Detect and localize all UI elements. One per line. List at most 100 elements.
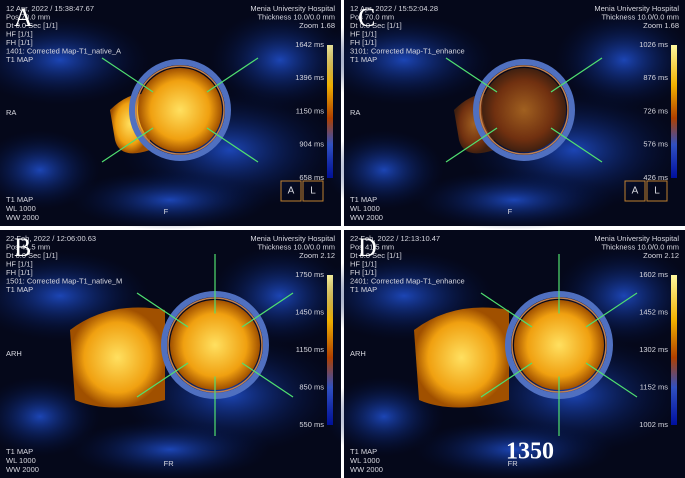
scale-label: 1152 ms <box>640 382 668 391</box>
info-text: T1 MAP <box>350 285 377 294</box>
segment-line <box>101 57 154 93</box>
window-text: WW 2000 <box>6 213 39 222</box>
tissue <box>324 376 444 457</box>
window-text: T1 MAP <box>350 195 377 204</box>
orientation: F <box>164 207 169 216</box>
scale-label: 576 ms <box>643 140 668 149</box>
scale-label: 1026 ms <box>639 40 668 49</box>
window-text: WL 1000 <box>6 456 36 465</box>
scale-label: 1452 ms <box>639 307 668 316</box>
scale-label: 904 ms <box>299 140 324 149</box>
info-text: HF [1/1] <box>6 259 33 268</box>
info-text: 22 Feb, 2022 / 12:13:10.47 <box>350 234 440 243</box>
info-text: Thickness 10.0/0.0 mm <box>257 12 335 21</box>
info-text: Thickness 10.0/0.0 mm <box>601 12 679 21</box>
info-text: Menia University Hospital <box>594 234 679 243</box>
info-text: Dt 0.0 Sec [1/1] <box>350 21 402 30</box>
info-text: Zoom 1.68 <box>299 21 335 30</box>
info-text: HF [1/1] <box>350 259 377 268</box>
panel: 1750 ms 1450 ms 1150 ms 850 ms 550 ms 22 Feb,… <box>0 230 350 478</box>
panel: 1642 ms 1396 ms 1150 ms 904 ms 658 ms 12 Apr,… <box>0 0 350 230</box>
orient-box <box>624 180 646 202</box>
info-text: Dt 0.0 Sec [1/1] <box>350 251 402 260</box>
info-text: 2401: Corrected Map-T1_enhance <box>350 276 465 285</box>
annotation: 1350 <box>506 439 554 465</box>
tissue <box>0 130 100 210</box>
info-text: Pos 41.5 mm <box>6 242 50 251</box>
info-text: Menia University Hospital <box>250 4 335 13</box>
segment-line <box>445 127 498 163</box>
info-text: Pos 70.0 mm <box>6 12 50 21</box>
orientation: ARH <box>350 349 366 358</box>
tissue <box>70 419 270 478</box>
info-text: Thickness 10.0/0.0 mm <box>601 242 679 251</box>
info-text: Dt 0.0 Sec [1/1] <box>6 251 58 260</box>
window-text: T1 MAP <box>6 195 33 204</box>
scale-label: 1450 ms <box>295 307 324 316</box>
orientation: FR <box>508 459 519 468</box>
muscle <box>414 307 509 408</box>
segment-line <box>206 57 259 93</box>
scale-label: 1302 ms <box>639 345 668 354</box>
panel: 1602 ms 1452 ms 1302 ms 1152 ms 1002 ms 22 Fe… <box>314 230 685 478</box>
tissue <box>70 170 270 230</box>
info-text: 3101: Corrected Map-T1_enhance <box>350 46 465 55</box>
info-text: 22 Feb, 2022 / 12:06:00.63 <box>6 234 96 243</box>
tissue <box>324 130 444 210</box>
info-text: Thickness 10.0/0.0 mm <box>257 242 335 251</box>
panel-label: A <box>14 3 33 32</box>
myocardium <box>129 59 231 161</box>
scale-label: 1002 ms <box>639 420 668 429</box>
window-text: WW 2000 <box>350 465 383 474</box>
orient-box-label: L <box>310 186 316 197</box>
info-text: Pos 41.5 mm <box>350 242 394 251</box>
segment-line <box>136 362 189 398</box>
ventricle <box>482 68 566 152</box>
color-bar <box>327 275 333 425</box>
info-text: HF [1/1] <box>350 29 377 38</box>
orientation: F <box>508 207 513 216</box>
segment-line <box>241 362 294 398</box>
info-text: Pos 70.0 mm <box>350 12 394 21</box>
myocardium-ring <box>479 65 569 155</box>
scale-label: 1150 ms <box>296 106 324 115</box>
color-bar <box>671 45 677 178</box>
window-text: WL 1000 <box>350 456 380 465</box>
info-text: Zoom 2.12 <box>299 251 335 260</box>
info-text: Dt 0.0 Sec [1/1] <box>6 21 58 30</box>
info-text: FH [1/1] <box>6 268 33 277</box>
segment-line <box>585 292 638 328</box>
segment-line <box>550 57 603 93</box>
tissue <box>0 15 150 105</box>
orientation: FR <box>164 459 175 468</box>
info-text: FH [1/1] <box>6 38 33 47</box>
scale-label: 1642 ms <box>295 40 324 49</box>
info-text: FH [1/1] <box>350 268 377 277</box>
orient-box-label: A <box>288 186 295 197</box>
scale-label: 550 ms <box>299 420 324 429</box>
info-text: Zoom 2.12 <box>643 251 679 260</box>
myocardium-ring <box>135 65 225 155</box>
info-text: T1 MAP <box>6 285 33 294</box>
orient-box-label: L <box>654 186 660 197</box>
window-text: T1 MAP <box>6 447 33 456</box>
orient-box <box>302 180 324 202</box>
myocardium <box>473 59 575 161</box>
panel-label: D <box>358 233 377 262</box>
tissue <box>210 10 350 110</box>
tissue <box>414 170 614 230</box>
segment-line <box>136 292 189 328</box>
info-text: 1501: Corrected Map-T1_native_M <box>6 276 122 285</box>
scale-label: 1750 ms <box>295 270 324 279</box>
window-text: WL 1000 <box>6 204 36 213</box>
tissue <box>414 419 614 478</box>
segment-line <box>550 127 603 163</box>
orientation: RA <box>350 108 360 117</box>
scale-label: 876 ms <box>643 73 668 82</box>
orient-box-label: A <box>632 186 639 197</box>
window-text: WW 2000 <box>6 465 39 474</box>
tissue <box>314 15 494 105</box>
info-text: Zoom 1.68 <box>643 21 679 30</box>
orientation: RA <box>6 108 16 117</box>
